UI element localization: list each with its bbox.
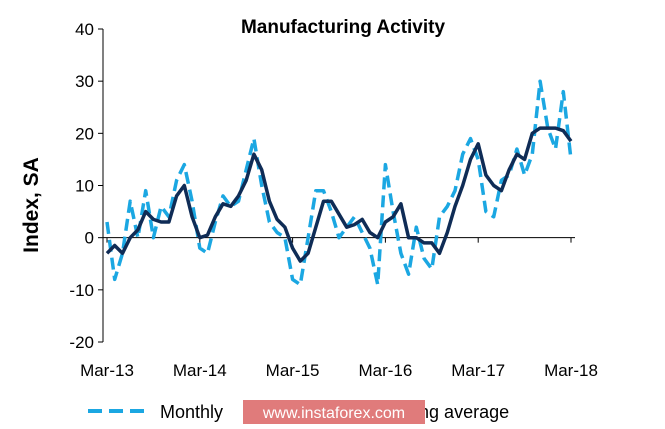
axes: -20 -10 0 10 20 30 40 Mar-13 Mar-14 Mar-15 Mar-16 M… xyxy=(69,20,598,380)
chart-title: Manufacturing Activity xyxy=(241,17,446,38)
x-tick-label: Mar-17 xyxy=(451,361,505,380)
x-tick-label: Mar-15 xyxy=(266,361,320,380)
series-line-monthly xyxy=(105,79,573,287)
x-tick-label: Mar-14 xyxy=(173,361,227,380)
x-tick-label: Mar-13 xyxy=(80,361,134,380)
series-layer xyxy=(105,79,573,287)
watermark: www.instaforex.com xyxy=(243,400,425,424)
series-line-moving-average xyxy=(105,126,573,263)
y-tick-label: -20 xyxy=(69,333,94,352)
watermark-text: www.instaforex.com xyxy=(262,405,405,422)
y-tick-label: -10 xyxy=(69,281,94,300)
y-tick-label: 10 xyxy=(75,177,94,196)
y-axis-label: Index, SA xyxy=(20,157,43,253)
x-tick-label: Mar-18 xyxy=(544,361,598,380)
watermark-background xyxy=(243,400,425,424)
legend-label-monthly: Monthly xyxy=(160,402,223,422)
y-tick-label: 40 xyxy=(75,20,94,39)
y-tick-label: 0 xyxy=(85,229,94,248)
x-tick-label: Mar-16 xyxy=(358,361,412,380)
y-tick-label: 20 xyxy=(75,124,94,143)
y-tick-label: 30 xyxy=(75,72,94,91)
